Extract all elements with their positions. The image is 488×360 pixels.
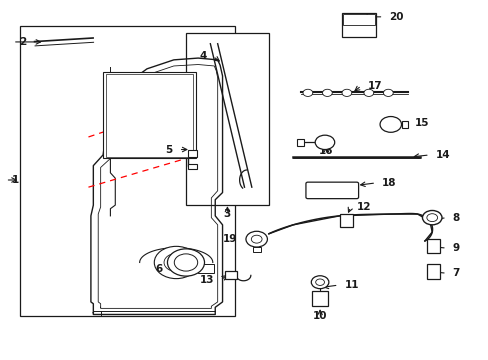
Bar	[401, 121, 407, 128]
Circle shape	[167, 249, 204, 276]
Bar	[427, 264, 439, 279]
Text: 6: 6	[156, 264, 163, 274]
Text: 5: 5	[165, 144, 172, 154]
Bar	[20, 26, 234, 316]
Bar	[252, 247, 260, 252]
Bar	[339, 214, 352, 226]
Circle shape	[426, 214, 437, 222]
Text: 1: 1	[11, 175, 19, 185]
Text: 16: 16	[319, 146, 333, 156]
Bar	[106, 74, 192, 157]
Text: 11: 11	[344, 280, 358, 290]
Text: 12: 12	[356, 202, 370, 212]
Text: 13: 13	[200, 275, 214, 285]
Bar	[198, 264, 213, 273]
Text: 17: 17	[366, 81, 381, 91]
Bar	[188, 149, 197, 157]
Bar	[296, 139, 304, 146]
Text: 8: 8	[452, 213, 459, 222]
Text: 4: 4	[199, 51, 206, 61]
Circle shape	[163, 253, 188, 271]
Circle shape	[315, 135, 334, 149]
Circle shape	[422, 211, 441, 225]
Bar	[343, 14, 374, 25]
Text: 19: 19	[223, 234, 237, 244]
Text: 20: 20	[388, 12, 403, 22]
Bar	[311, 291, 328, 306]
Circle shape	[341, 89, 351, 96]
Circle shape	[379, 117, 401, 132]
Text: 15: 15	[414, 118, 429, 128]
Circle shape	[383, 89, 392, 96]
Bar	[188, 164, 197, 169]
Bar	[185, 33, 268, 205]
Text: 9: 9	[452, 243, 459, 253]
Circle shape	[154, 246, 198, 279]
Text: 14: 14	[435, 150, 449, 160]
Text: 3: 3	[224, 209, 231, 219]
FancyBboxPatch shape	[305, 182, 358, 199]
Circle shape	[315, 279, 324, 285]
Bar	[224, 271, 237, 279]
Text: 7: 7	[452, 268, 459, 278]
Text: 10: 10	[312, 311, 326, 321]
Bar	[103, 72, 195, 158]
Circle shape	[174, 254, 197, 271]
Circle shape	[245, 231, 267, 247]
Bar	[341, 13, 375, 37]
Circle shape	[251, 235, 262, 243]
Text: 2: 2	[19, 37, 26, 47]
Circle shape	[311, 276, 328, 289]
Text: 18: 18	[381, 178, 396, 188]
Circle shape	[303, 89, 312, 96]
Circle shape	[363, 89, 373, 96]
Bar	[427, 239, 439, 253]
Circle shape	[322, 89, 331, 96]
